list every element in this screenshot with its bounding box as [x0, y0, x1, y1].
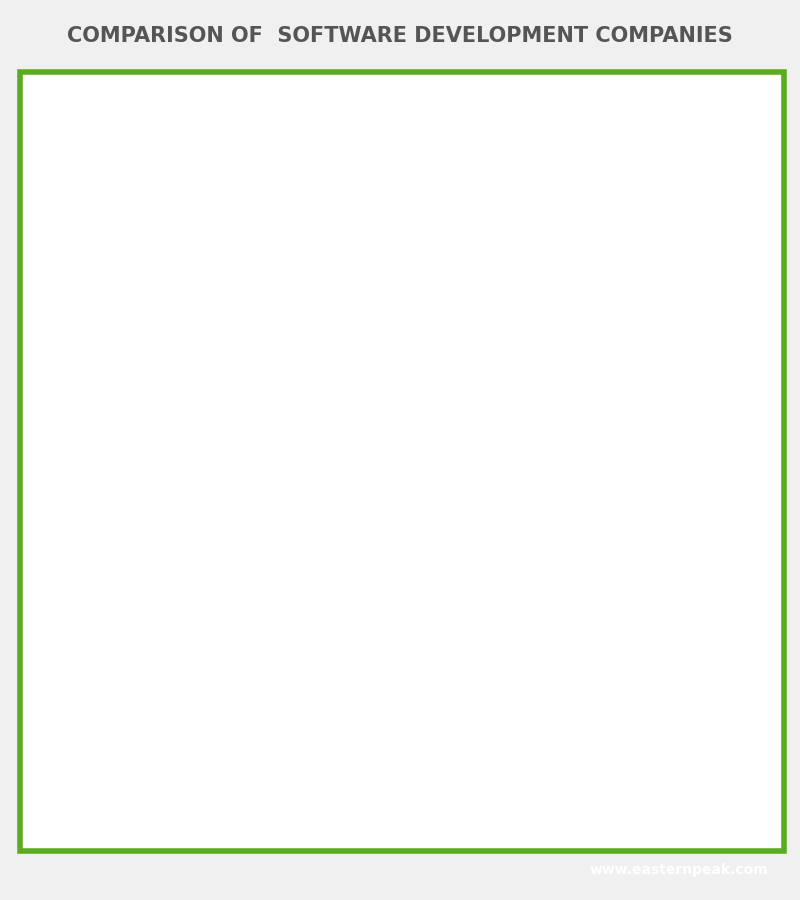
Text: Customized approach: Customized approach: [35, 742, 170, 751]
Text: Any: Any: [349, 245, 370, 255]
Text: Uncovered: Uncovered: [635, 503, 694, 513]
Text: Low and covered: Low and covered: [349, 803, 442, 813]
Text: Any: Any: [199, 245, 220, 255]
Text: Developed project
management practices,
transparent processes,
reports and monit: Developed project management practices, …: [199, 572, 330, 620]
Text: 50-1000: 50-1000: [349, 190, 394, 200]
Text: Administrative issues and
overheads (maintenance,
sick leaves, hardware
requirem: Administrative issues and overheads (mai…: [35, 484, 198, 532]
Text: Technologies and skillsets
available: Technologies and skillsets available: [35, 238, 198, 261]
Text: Small team: Small team: [517, 124, 601, 137]
Text: Can easily meet your
growing requirements
or cut team to the size
you need: Can easily meet your growing requirement…: [199, 396, 324, 444]
Text: Established,
conservative and can't
be changed: Established, conservative and can't be c…: [199, 665, 323, 699]
Text: Provided: Provided: [349, 742, 396, 751]
Text: COMPARISON OF  SOFTWARE DEVELOPMENT COMPANIES: COMPARISON OF SOFTWARE DEVELOPMENT COMPA…: [67, 25, 733, 46]
Text: Covered: Covered: [199, 503, 245, 513]
Text: Size (number of people): Size (number of people): [35, 190, 186, 200]
Text: Below  50: Below 50: [498, 190, 551, 200]
Text: Limited: Limited: [498, 245, 538, 255]
Text: Developed project
management practices,
transparent processes,
reports and monit: Developed project management practices, …: [349, 572, 478, 620]
Text: Individuals: Individuals: [635, 190, 694, 200]
Text: Extremely high -
russian roulette: Extremely high - russian roulette: [635, 796, 725, 819]
Text: Mid-size
company: Mid-size company: [382, 115, 449, 146]
Text: You have to recruit
each new specialist
individually: You have to recruit each new specialist …: [635, 309, 742, 343]
Text: Control over the
development process: Control over the development process: [35, 585, 169, 608]
Text: None: None: [199, 742, 228, 751]
Text: You can hire any
specialist (designer,
QA, marketer) on a
part-time basis: You can hire any specialist (designer, Q…: [199, 302, 309, 349]
Text: None: None: [635, 591, 664, 601]
Text: Working process
organization: Working process organization: [35, 671, 139, 693]
Text: Risks: Risks: [35, 803, 68, 813]
Text: On-demand availability: On-demand availability: [35, 321, 180, 331]
Text: Very limited: Very limited: [635, 245, 700, 255]
Text: Provided: Provided: [498, 742, 545, 751]
Text: Can easily meet your
growing requirements
or cut team to the size
you need: Can easily meet your growing requirement…: [349, 396, 473, 444]
Text: Enterprise: Enterprise: [227, 124, 306, 137]
Text: None: None: [635, 677, 664, 688]
Text: Poorly organized: Poorly organized: [498, 677, 589, 688]
Text: Covered: Covered: [349, 503, 394, 513]
Text: Over 1000: Over 1000: [199, 190, 257, 200]
Text: Scale up / scale down
option: Scale up / scale down option: [35, 409, 170, 431]
Text: You can hire any
specialist (designer,
QA, marketer) on a
part-time basis: You can hire any specialist (designer, Q…: [349, 302, 458, 349]
Text: Partly / Uncovered: Partly / Uncovered: [498, 503, 598, 513]
Text: Flexible and can be
adjusted for your needs
and terms: Flexible and can be adjusted for your ne…: [349, 665, 478, 699]
Text: www.easternpeak.com: www.easternpeak.com: [590, 863, 769, 878]
Text: Freelancers: Freelancers: [656, 124, 743, 137]
Text: Never ending
process of finding
and hiring new
freelancers: Never ending process of finding and hiri…: [635, 396, 732, 444]
Text: Low and covered: Low and covered: [199, 803, 293, 813]
Text: If a specific skill is not
available in the team,
you have to find a new
team: If a specific skill is not available in …: [498, 302, 622, 349]
Text: Very much depends
on the team and
management: Very much depends on the team and manage…: [498, 579, 606, 614]
Text: Medium and
uncovered: Medium and uncovered: [498, 796, 566, 819]
Text: Have insufficient
resources to keep
up with your growth: Have insufficient resources to keep up w…: [498, 402, 607, 437]
Text: Provided: Provided: [635, 742, 682, 751]
